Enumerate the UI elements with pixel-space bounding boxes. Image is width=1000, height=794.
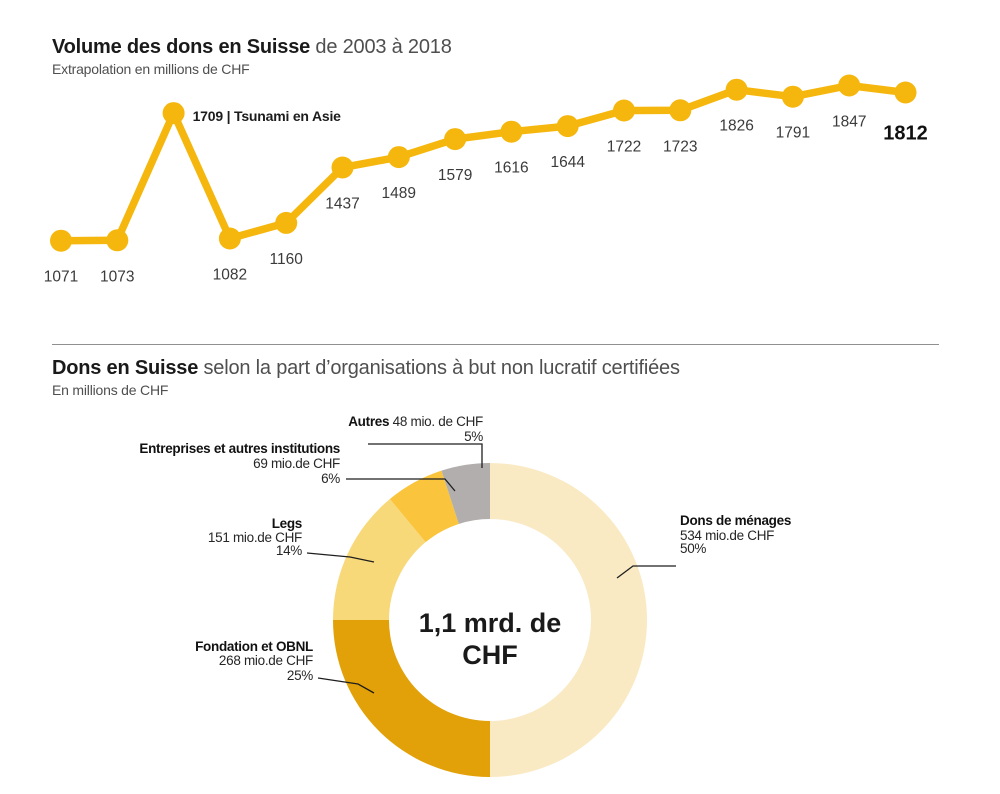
data-point-2018 bbox=[894, 81, 917, 104]
data-label-2017: 1847 bbox=[832, 114, 866, 131]
data-label-2018: 1812 bbox=[883, 123, 928, 145]
segment-percent: 6% bbox=[321, 471, 340, 486]
data-label-2016: 1791 bbox=[776, 125, 810, 142]
donut-chart-title-rest: selon la part d’organisations à but non … bbox=[198, 357, 680, 379]
section-divider bbox=[52, 344, 939, 345]
data-point-2007 bbox=[275, 211, 298, 234]
data-label-2009: 1489 bbox=[382, 185, 416, 202]
donut-center-label-line2: CHF bbox=[462, 640, 518, 670]
data-point-2003 bbox=[50, 229, 72, 252]
data-point-2016 bbox=[781, 85, 804, 108]
leader-line bbox=[306, 552, 375, 563]
data-label-2003: 1071 bbox=[44, 269, 78, 286]
data-point-2005 bbox=[162, 102, 185, 125]
line-chart: 1071 1073 1709 | Tsunami en Asie 1082 1160 14… bbox=[44, 74, 928, 286]
leader-line bbox=[317, 677, 375, 694]
segment-percent: 25% bbox=[287, 668, 313, 683]
line-series bbox=[57, 81, 910, 245]
data-label-2008: 1437 bbox=[325, 196, 359, 213]
segment-label: Fondation et OBNL bbox=[195, 639, 313, 654]
donut-chart-title-bold: Dons en Suisse bbox=[52, 357, 199, 379]
line-chart-subtitle: Extrapolation en millions de CHF bbox=[52, 61, 250, 77]
donut-chart-subtitle: En millions de CHF bbox=[52, 382, 169, 398]
line-chart-title: Volume des dons en Suisse de 2003 à 2018 bbox=[52, 36, 452, 58]
segment-amount: 69 mio.de CHF bbox=[253, 456, 340, 471]
segment-percent: 14% bbox=[276, 543, 302, 558]
line-chart-title-bold: Volume des dons en Suisse bbox=[52, 36, 311, 58]
data-point-2017 bbox=[838, 74, 861, 97]
data-label-2015: 1826 bbox=[719, 118, 753, 135]
data-point-2004 bbox=[106, 229, 129, 252]
segment-amount: 151 mio.de CHF bbox=[208, 530, 302, 545]
segment-label: Entreprises et autres institutions bbox=[139, 441, 340, 456]
segment-percent: 5% bbox=[464, 429, 483, 444]
donut-chart-header: Dons en Suisse selon la part d’organisat… bbox=[52, 357, 680, 398]
data-point-2014 bbox=[669, 99, 692, 122]
segment-label-and-amount: Autres 48 mio. de CHF bbox=[348, 414, 483, 429]
donut-segment-3 bbox=[333, 499, 426, 620]
data-label-2011: 1616 bbox=[494, 160, 528, 177]
segment-label: Legs bbox=[272, 516, 302, 531]
data-label-2006: 1082 bbox=[213, 267, 247, 284]
segment-label: Dons de ménages bbox=[680, 513, 791, 528]
leader-line bbox=[616, 565, 676, 579]
segment-amount: 268 mio.de CHF bbox=[219, 653, 313, 668]
segment-amount: 48 mio. de CHF bbox=[393, 414, 483, 429]
data-label-2014: 1723 bbox=[663, 138, 697, 155]
donut-segment-5 bbox=[441, 463, 490, 524]
donut-center-label-line1: 1,1 mrd. de bbox=[419, 608, 562, 638]
segment-amount: 534 mio.de CHF bbox=[680, 528, 774, 543]
line-chart-header: Volume des dons en Suisse de 2003 à 2018… bbox=[52, 36, 452, 77]
data-label-2013: 1722 bbox=[607, 139, 641, 156]
data-point-2010 bbox=[444, 128, 467, 151]
segment-percent: 50% bbox=[680, 541, 706, 556]
data-label-2004: 1073 bbox=[100, 268, 134, 285]
data-point-2008 bbox=[331, 156, 354, 179]
donut-chart-title: Dons en Suisse selon la part d’organisat… bbox=[52, 357, 680, 379]
data-point-2011 bbox=[500, 120, 523, 143]
data-point-2013 bbox=[613, 99, 635, 122]
donut-segment-2 bbox=[333, 620, 490, 777]
data-point-2012 bbox=[556, 115, 579, 138]
leader-line bbox=[368, 443, 483, 468]
leader-line bbox=[346, 478, 456, 492]
data-label-2012: 1644 bbox=[550, 154, 585, 171]
data-label-2010: 1579 bbox=[438, 167, 472, 184]
line-chart-title-rest: de 2003 à 2018 bbox=[310, 36, 452, 58]
data-point-2009 bbox=[387, 146, 410, 169]
donut-segment-1 bbox=[490, 463, 647, 777]
data-label-2007: 1160 bbox=[270, 251, 304, 268]
data-point-2015 bbox=[725, 78, 748, 101]
donut-segment-4 bbox=[389, 470, 459, 543]
segment-label: Autres bbox=[348, 414, 392, 429]
annotation-tsunami: 1709 | Tsunami en Asie bbox=[193, 108, 342, 124]
data-point-2006 bbox=[218, 227, 241, 250]
